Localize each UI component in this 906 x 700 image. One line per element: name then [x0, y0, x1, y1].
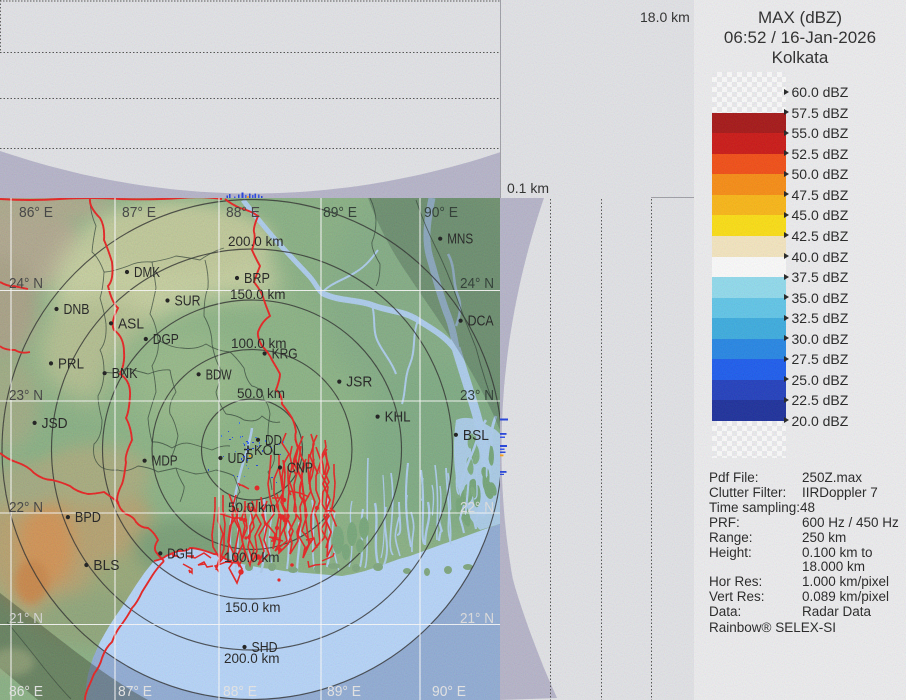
svg-text:89° E: 89° E	[323, 205, 357, 221]
svg-text:50.0 km: 50.0 km	[237, 386, 285, 401]
svg-text:BPD: BPD	[75, 510, 101, 526]
svg-text:SUR: SUR	[175, 294, 201, 310]
svg-text:JSR: JSR	[346, 375, 372, 391]
svg-text:22° N: 22° N	[460, 500, 494, 516]
svg-text:DCA: DCA	[468, 314, 494, 330]
svg-text:ASL: ASL	[118, 316, 144, 332]
svg-text:BRP: BRP	[244, 271, 270, 287]
svg-text:88° E: 88° E	[223, 684, 257, 700]
svg-text:89° E: 89° E	[327, 684, 361, 700]
svg-text:150.0 km: 150.0 km	[230, 287, 286, 302]
svg-text:KHL: KHL	[385, 410, 411, 426]
svg-text:21° N: 21° N	[9, 611, 43, 627]
svg-text:SHD: SHD	[252, 640, 278, 656]
svg-text:150.0 km: 150.0 km	[225, 600, 281, 615]
svg-text:MDP: MDP	[152, 454, 178, 470]
svg-text:UDP: UDP	[228, 451, 254, 467]
svg-text:23° N: 23° N	[460, 388, 494, 404]
svg-text:BNK: BNK	[112, 366, 138, 382]
svg-text:CNP: CNP	[287, 461, 313, 477]
svg-text:DMK: DMK	[134, 265, 160, 281]
svg-text:BLS: BLS	[93, 558, 119, 574]
svg-text:23° N: 23° N	[9, 388, 43, 404]
svg-text:JSD: JSD	[42, 416, 68, 432]
svg-text:24° N: 24° N	[9, 276, 43, 292]
svg-text:87° E: 87° E	[122, 205, 156, 221]
svg-text:PRL: PRL	[58, 356, 84, 372]
svg-text:90° E: 90° E	[424, 205, 458, 221]
svg-text:22° N: 22° N	[9, 500, 43, 516]
svg-text:100.0 km: 100.0 km	[224, 550, 280, 565]
svg-text:86° E: 86° E	[9, 684, 43, 700]
svg-text:50.0 km: 50.0 km	[228, 500, 276, 515]
svg-text:87° E: 87° E	[118, 684, 152, 700]
svg-text:MNS: MNS	[447, 232, 473, 248]
svg-text:21° N: 21° N	[460, 611, 494, 627]
svg-text:86° E: 86° E	[19, 205, 53, 221]
svg-text:KRG: KRG	[272, 347, 298, 363]
svg-text:KOL: KOL	[254, 443, 280, 459]
svg-text:BDW: BDW	[206, 367, 232, 383]
svg-text:88° E: 88° E	[226, 205, 260, 221]
svg-text:BSL: BSL	[463, 428, 489, 444]
svg-text:DNB: DNB	[64, 302, 90, 318]
svg-text:DGP: DGP	[153, 332, 179, 348]
svg-text:90° E: 90° E	[432, 684, 466, 700]
svg-text:200.0 km: 200.0 km	[228, 234, 284, 249]
svg-text:DGH: DGH	[167, 546, 193, 562]
svg-text:24° N: 24° N	[460, 276, 494, 292]
